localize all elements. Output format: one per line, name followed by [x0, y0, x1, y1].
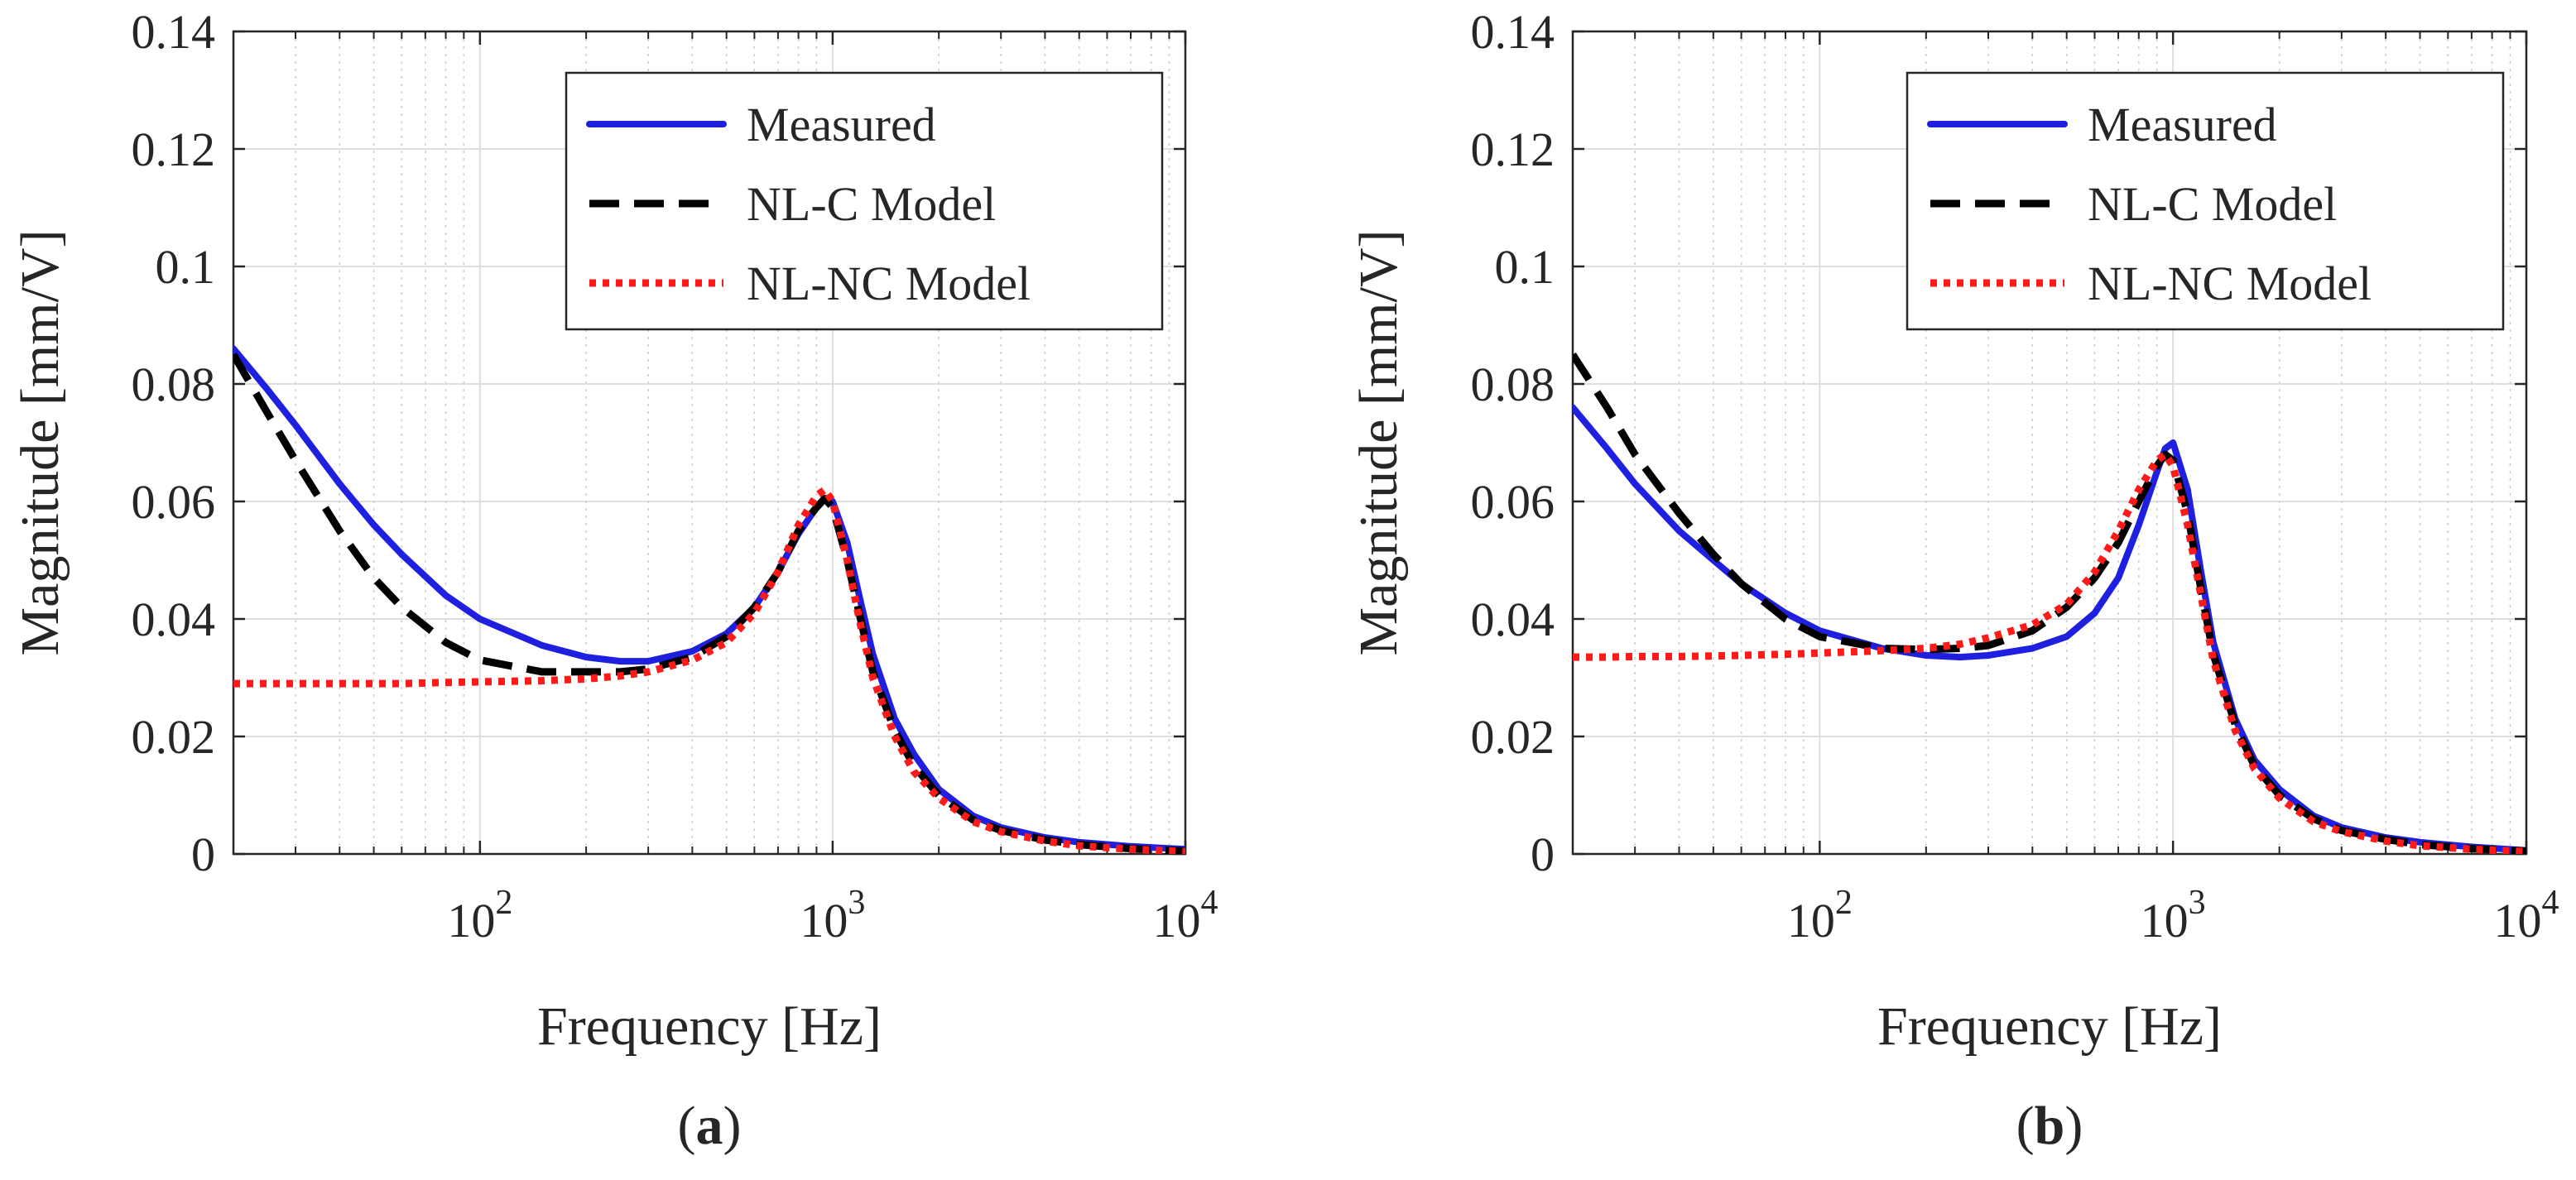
x-tick-base: 10 [2141, 894, 2189, 947]
legend-label: Measured [2088, 98, 2277, 151]
x-tick-exponent: 2 [1835, 884, 1853, 922]
axes-frame [1571, 30, 2528, 856]
panel-letter: b [2035, 1096, 2065, 1156]
x-axis-label: Frequency [Hz] [1877, 996, 2222, 1057]
y-tick-label: 0.04 [132, 592, 216, 646]
x-tick-base: 10 [2494, 894, 2542, 947]
legend-box [565, 71, 1164, 331]
legend-label: NL-C Model [2088, 177, 2337, 231]
panel-caption: (a) [678, 1096, 742, 1156]
series-line-nl-nc-model [1573, 450, 2526, 854]
legend-label: NL-NC Model [2088, 257, 2372, 310]
panel-caption-open: ( [678, 1096, 696, 1156]
y-tick-label: 0.14 [1471, 5, 1555, 59]
legend-box [1906, 71, 2505, 331]
x-tick-label: 102 [447, 884, 512, 947]
legend-label: NL-C Model [747, 177, 996, 231]
legend: Measured NL-C Model NL-NC Model [1906, 71, 2505, 331]
y-axis-label: Magnitude [mm/V] [1348, 229, 1409, 655]
y-tick-label: 0 [1531, 827, 1555, 881]
x-axis-label: Frequency [Hz] [537, 996, 882, 1057]
panel-letter: a [696, 1096, 723, 1156]
x-tick-exponent: 3 [2189, 884, 2206, 922]
x-tick-base: 10 [1153, 894, 1201, 947]
panel-caption: (b) [2016, 1096, 2083, 1156]
y-tick-label: 0.12 [132, 122, 216, 176]
x-tick-exponent: 4 [1201, 884, 1218, 922]
x-tick-label: 102 [1787, 884, 1853, 947]
y-tick-label: 0.14 [132, 5, 216, 59]
x-tick-exponent: 4 [2542, 884, 2559, 922]
y-tick-label: 0.08 [132, 357, 216, 411]
y-tick-label: 0.06 [132, 475, 216, 529]
legend-label: Measured [747, 98, 936, 151]
axes-frame [232, 30, 1187, 856]
x-tick-exponent: 2 [495, 884, 512, 922]
series-group [233, 345, 1185, 854]
y-tick-label: 0.08 [1471, 357, 1555, 411]
y-tick-label: 0.02 [132, 710, 216, 764]
series-line-nl-c-model [1573, 353, 2526, 854]
y-axis-label: Magnitude [mm/V] [10, 229, 70, 655]
legend: Measured NL-C Model NL-NC Model [565, 71, 1164, 331]
series-group [1573, 353, 2526, 854]
legend-label: NL-NC Model [747, 257, 1031, 310]
y-tick-label: 0.1 [156, 240, 216, 294]
y-tick-label: 0 [191, 827, 215, 881]
series-line-nl-nc-model [233, 486, 1185, 854]
x-tick-exponent: 3 [848, 884, 865, 922]
y-tick-label: 0.1 [1495, 240, 1555, 294]
panel-caption-open: ( [2016, 1096, 2035, 1156]
y-tick-label: 0.04 [1471, 592, 1555, 646]
x-tick-base: 10 [447, 894, 495, 947]
panel-caption-close: ) [723, 1096, 742, 1156]
x-tick-base: 10 [1787, 894, 1835, 947]
x-tick-label: 104 [1153, 884, 1218, 947]
x-tick-label: 103 [2141, 884, 2206, 947]
y-tick-label: 0.12 [1471, 122, 1555, 176]
y-tick-label: 0.06 [1471, 475, 1555, 529]
x-tick-base: 10 [800, 894, 848, 947]
y-tick-label: 0.02 [1471, 710, 1555, 764]
x-tick-label: 103 [800, 884, 865, 947]
panel-caption-close: ) [2064, 1096, 2083, 1156]
x-tick-label: 104 [2494, 884, 2559, 947]
